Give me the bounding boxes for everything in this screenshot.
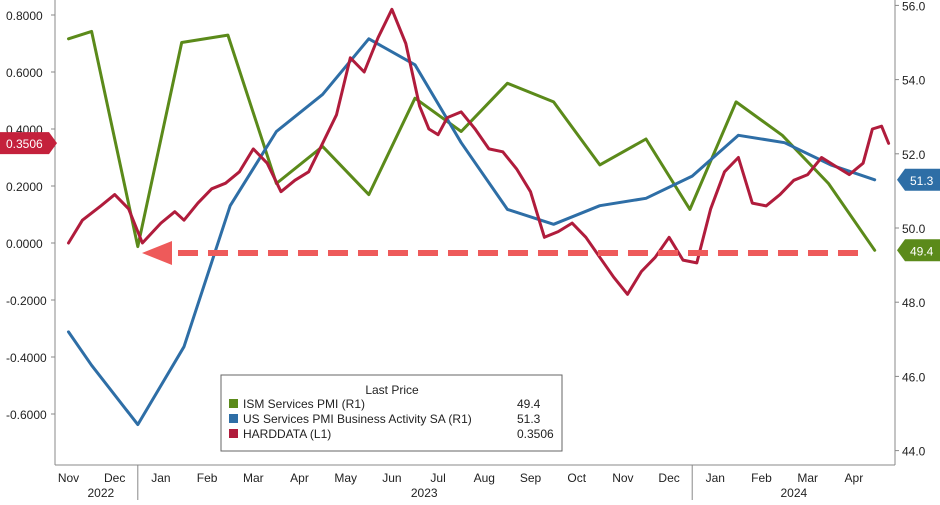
x-year-label: 2023 — [411, 486, 438, 500]
x-month-label: Jun — [382, 471, 401, 485]
x-month-label: Sep — [520, 471, 542, 485]
ism-services-last-tag-text: 49.4 — [910, 244, 934, 258]
legend-value: 51.3 — [517, 412, 541, 426]
x-month-label: Nov — [58, 471, 79, 485]
harddata-line — [67, 7, 891, 296]
right-tick-label: 46.0 — [902, 370, 926, 384]
value-tags: 0.3506 51.3 49.4 — [0, 132, 940, 262]
right-tick-label: 44.0 — [902, 445, 926, 459]
ism-services-last-tag: 49.4 — [897, 239, 940, 262]
us-services-last-tag-text: 51.3 — [910, 174, 934, 188]
legend-swatch — [229, 414, 238, 423]
ism-services-pmi-line — [67, 29, 877, 252]
x-month-label: Jan — [151, 471, 170, 485]
legend-value: 0.3506 — [517, 427, 554, 441]
left-tick-label: 0.8000 — [6, 9, 43, 23]
x-year-label: 2024 — [780, 486, 807, 500]
harddata-last-tag: 0.3506 — [0, 132, 57, 155]
legend-label: US Services PMI Business Activity SA (R1… — [243, 412, 472, 426]
x-month-label: Apr — [290, 471, 309, 485]
legend-box — [220, 374, 563, 452]
right-tick-label: 52.0 — [902, 148, 926, 162]
x-month-label: May — [334, 471, 357, 485]
x-month-label: Mar — [797, 471, 818, 485]
left-tick-label: -0.2000 — [6, 294, 47, 308]
us-services-last-tag-bg — [897, 168, 940, 191]
left-tick-label: 0.2000 — [6, 180, 43, 194]
left-tick-label: -0.4000 — [6, 351, 47, 365]
harddata-last-tag-text: 0.3506 — [6, 137, 43, 151]
legend-label: HARDDATA (L1) — [243, 427, 331, 441]
left-tick-label: 0.0000 — [6, 237, 43, 251]
x-month-label: Mar — [243, 471, 264, 485]
right-tick-label: 48.0 — [902, 296, 926, 310]
x-month-label: Jan — [706, 471, 725, 485]
us-services-pmi-line — [67, 37, 877, 427]
right-tick-label: 54.0 — [902, 74, 926, 88]
legend-label: ISM Services PMI (R1) — [243, 397, 365, 411]
x-month-label: Feb — [751, 471, 772, 485]
x-month-label: Nov — [612, 471, 633, 485]
arrow-head — [142, 241, 172, 265]
right-tick-label: 56.0 — [902, 0, 926, 13]
right-tick-label: 50.0 — [902, 222, 926, 236]
axes: 0.80000.60000.40000.20000.0000-0.2000-0.… — [6, 0, 926, 500]
series-layer — [67, 7, 891, 427]
x-month-label: Oct — [567, 471, 586, 485]
legend-swatch — [229, 399, 238, 408]
legend-title: Last Price — [365, 383, 419, 397]
x-month-label: Dec — [658, 471, 679, 485]
legend-value: 49.4 — [517, 397, 541, 411]
x-month-label: Feb — [197, 471, 218, 485]
us-services-last-tag: 51.3 — [897, 168, 940, 191]
legend: Last Price ISM Services PMI (R1) 49.4 US S… — [220, 374, 563, 452]
x-year-label: 2022 — [87, 486, 114, 500]
left-tick-label: -0.6000 — [6, 408, 47, 422]
x-month-label: Dec — [104, 471, 125, 485]
annotation-layer — [142, 241, 868, 265]
x-month-label: Aug — [474, 471, 495, 485]
x-month-label: Jul — [430, 471, 445, 485]
legend-swatch — [229, 429, 238, 438]
ism-services-last-tag-bg — [897, 239, 940, 262]
harddata-last-tag-bg — [0, 132, 57, 155]
left-tick-label: 0.6000 — [6, 66, 43, 80]
x-month-label: Apr — [845, 471, 864, 485]
